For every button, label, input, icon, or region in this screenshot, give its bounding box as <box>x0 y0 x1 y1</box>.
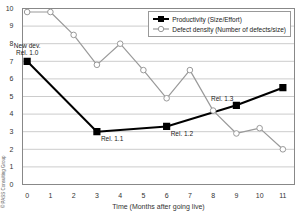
svg-text:Rel. 1.3: Rel. 1.3 <box>211 95 234 102</box>
svg-text:9: 9 <box>10 22 14 29</box>
svg-text:2: 2 <box>10 146 14 153</box>
svg-text:10: 10 <box>6 5 14 12</box>
svg-text:1: 1 <box>48 192 52 199</box>
svg-text:New dev.Rel. 1.0: New dev.Rel. 1.0 <box>14 42 41 56</box>
svg-text:0: 0 <box>25 192 29 199</box>
svg-text:1: 1 <box>10 163 14 170</box>
svg-text:8: 8 <box>211 192 215 199</box>
svg-text:2: 2 <box>72 192 76 199</box>
svg-text:6: 6 <box>165 192 169 199</box>
svg-text:7: 7 <box>188 192 192 199</box>
svg-text:7: 7 <box>10 58 14 65</box>
svg-text:5: 5 <box>141 192 145 199</box>
svg-text:6: 6 <box>10 75 14 82</box>
html-text:Defect density (Number of defe: Defect density (Number of defects/size) <box>172 25 286 33</box>
html-text:© PASS Consulting Group: © PASS Consulting Group <box>1 155 6 208</box>
svg-text:11: 11 <box>279 192 286 199</box>
svg-text:10: 10 <box>256 192 264 199</box>
svg-text:Rel. 1.1: Rel. 1.1 <box>101 135 124 142</box>
svg-text:4: 4 <box>10 110 14 117</box>
svg-text:3: 3 <box>10 128 14 135</box>
html-text:Productivity (Size/Effort): Productivity (Size/Effort) <box>172 15 242 23</box>
svg-text:Rel. 1.2: Rel. 1.2 <box>171 130 194 137</box>
svg-text:3: 3 <box>95 192 99 199</box>
svg-text:8: 8 <box>9 39 14 47</box>
svg-text:0: 0 <box>10 181 14 188</box>
svg-text:4: 4 <box>118 192 122 199</box>
svg-text:9: 9 <box>234 192 238 199</box>
svg-text:5: 5 <box>10 93 14 100</box>
svg-text:Time (Months after going live): Time (Months after going live) <box>112 203 204 211</box>
